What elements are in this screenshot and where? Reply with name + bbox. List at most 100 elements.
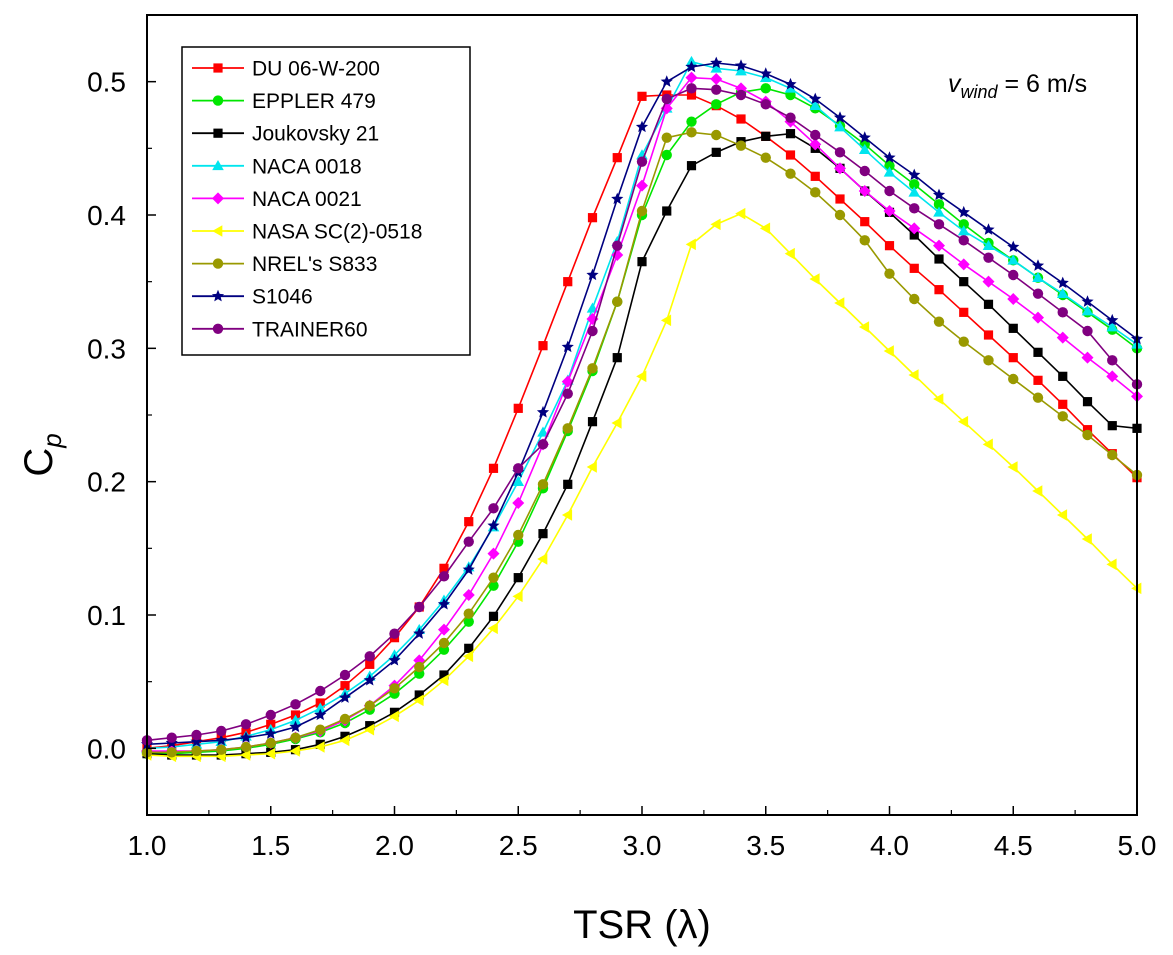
y-axis-title-main: C bbox=[17, 448, 61, 477]
data-point bbox=[512, 475, 525, 487]
legend-marker bbox=[212, 258, 224, 269]
data-point bbox=[1058, 399, 1068, 409]
data-point bbox=[512, 497, 525, 509]
data-point bbox=[612, 353, 622, 363]
data-point bbox=[660, 75, 673, 87]
data-point bbox=[191, 729, 202, 741]
data-point bbox=[190, 735, 203, 747]
data-point bbox=[216, 744, 227, 755]
data-point bbox=[1081, 533, 1092, 545]
data-point bbox=[1106, 313, 1119, 326]
data-point bbox=[1007, 254, 1020, 265]
series-6 bbox=[141, 127, 1143, 758]
data-point bbox=[1033, 347, 1043, 357]
data-point bbox=[1031, 259, 1045, 271]
data-point bbox=[785, 112, 796, 123]
data-point bbox=[1081, 305, 1094, 316]
x-tick-label: 3.0 bbox=[623, 830, 662, 861]
data-point bbox=[686, 90, 697, 100]
legend-marker bbox=[212, 160, 224, 171]
data-point bbox=[810, 171, 820, 181]
legend-item: EPPLER 479 bbox=[192, 90, 376, 113]
legend-label: TRAINER60 bbox=[252, 318, 368, 341]
data-point bbox=[834, 121, 846, 132]
x-tick-label: 1.5 bbox=[251, 830, 290, 861]
data-point bbox=[538, 529, 548, 539]
data-point bbox=[513, 403, 523, 413]
data-point bbox=[315, 724, 326, 735]
data-point bbox=[908, 222, 921, 235]
data-point bbox=[982, 223, 995, 235]
data-point bbox=[1081, 295, 1094, 307]
data-point bbox=[734, 59, 748, 71]
legend-item: NACA 0021 bbox=[192, 188, 362, 211]
series-5 bbox=[141, 207, 1142, 763]
data-point bbox=[1107, 421, 1117, 431]
data-point bbox=[289, 745, 300, 757]
data-point bbox=[661, 149, 672, 161]
x-axis-title: TSR (λ) bbox=[573, 903, 711, 947]
data-point bbox=[240, 741, 252, 753]
data-point bbox=[289, 720, 302, 733]
x-tick-label: 3.5 bbox=[746, 830, 785, 861]
data-point bbox=[1106, 321, 1119, 332]
data-point bbox=[858, 131, 871, 143]
data-point bbox=[611, 417, 622, 429]
data-point bbox=[464, 643, 474, 653]
data-point bbox=[587, 363, 598, 374]
data-point bbox=[587, 213, 598, 223]
data-point bbox=[388, 653, 401, 666]
data-point bbox=[834, 162, 846, 175]
data-point bbox=[537, 553, 548, 565]
data-point bbox=[686, 116, 697, 127]
data-point bbox=[463, 608, 474, 619]
legend-items: DU 06-W-200 EPPLER 479 Joukovsky 21 NACA 00… bbox=[192, 58, 422, 341]
wind-speed-annotation: vwind = 6 m/s bbox=[948, 70, 1087, 102]
data-point bbox=[612, 153, 622, 163]
data-point bbox=[834, 147, 846, 158]
data-point bbox=[711, 84, 722, 95]
data-point bbox=[957, 225, 970, 236]
legend-label: S1046 bbox=[252, 286, 313, 309]
legend-label: NACA 0018 bbox=[252, 155, 362, 178]
ticks-layer bbox=[146, 14, 1138, 816]
data-point bbox=[438, 637, 450, 649]
data-point bbox=[462, 563, 475, 575]
x-tick-labels: 1.0 1.5 2.0 2.5 3.0 3.5 4.0 4.5 5.0 bbox=[128, 830, 1157, 861]
annotation-rest: = 6 m/s bbox=[998, 70, 1088, 98]
data-point bbox=[883, 166, 896, 177]
data-point bbox=[264, 727, 277, 739]
data-point bbox=[536, 405, 550, 418]
legend-marker bbox=[212, 192, 224, 205]
data-point bbox=[636, 156, 648, 167]
data-point bbox=[784, 77, 797, 90]
x-tick-label: 5.0 bbox=[1118, 830, 1157, 861]
data-point bbox=[414, 690, 424, 700]
data-point bbox=[587, 325, 598, 337]
data-point bbox=[958, 336, 969, 347]
series-layer bbox=[140, 55, 1144, 763]
data-point bbox=[835, 194, 845, 204]
data-point bbox=[711, 147, 721, 157]
x-tick-label: 4.0 bbox=[870, 830, 909, 861]
legend-item: NREL's S833 bbox=[192, 253, 377, 276]
data-point bbox=[563, 479, 573, 489]
data-point bbox=[909, 230, 919, 240]
data-point bbox=[785, 129, 796, 139]
data-point bbox=[562, 388, 573, 399]
data-point bbox=[735, 65, 747, 76]
data-point bbox=[858, 321, 870, 333]
data-point bbox=[982, 239, 995, 251]
data-point bbox=[314, 708, 327, 721]
data-point bbox=[1082, 325, 1093, 337]
data-point bbox=[636, 370, 647, 383]
y-tick-label: 0.4 bbox=[87, 200, 126, 231]
data-point bbox=[512, 590, 523, 603]
data-point bbox=[908, 168, 921, 181]
data-point bbox=[860, 217, 870, 227]
data-point bbox=[883, 345, 894, 357]
data-point bbox=[586, 268, 599, 281]
data-point bbox=[487, 622, 498, 635]
data-point bbox=[834, 297, 845, 309]
data-point bbox=[439, 563, 449, 573]
